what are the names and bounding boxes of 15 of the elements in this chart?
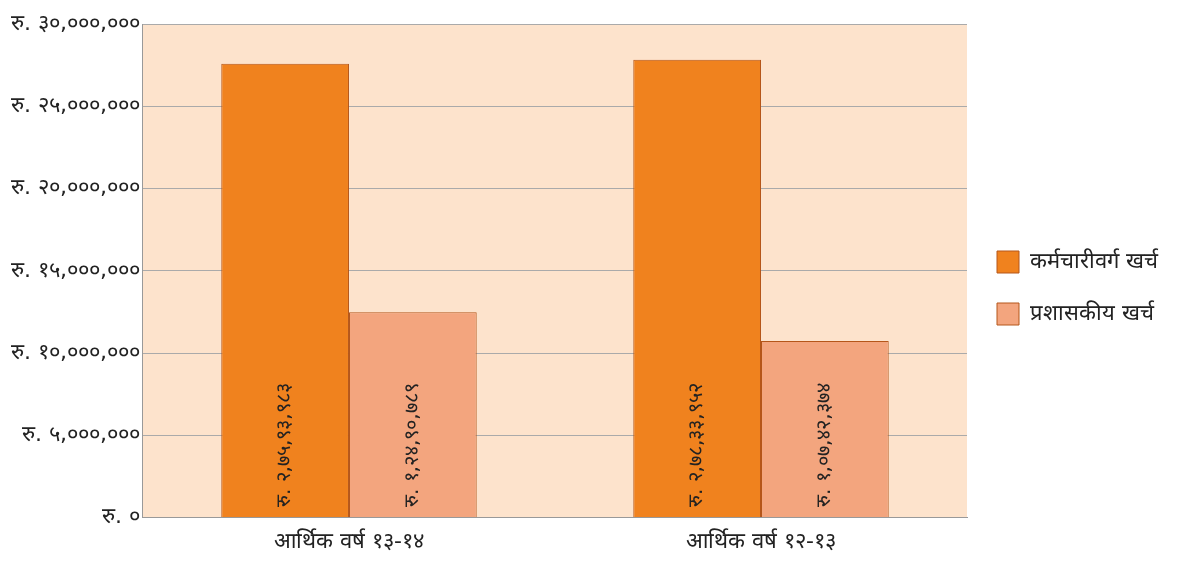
y-tick-label: रु. ५,०००,००० (21, 421, 140, 447)
y-tick-label: रु. ० (101, 503, 140, 529)
data-label: रु. २,७८,३३,९५२ (683, 383, 708, 508)
y-tick-label: रु. २०,०००,००० (10, 174, 140, 200)
y-tick-label: रु. ३०,०००,००० (10, 9, 140, 35)
data-label: रु. २,७५,९३,९८३ (271, 383, 296, 508)
y-tick-label: रु. १५,०००,००० (10, 256, 140, 282)
legend-label: कर्मचारीवर्ग खर्च (1030, 247, 1159, 273)
data-label: रु. १,०७,४२,३७४ (811, 383, 836, 508)
x-tick-label: आर्थिक वर्ष १२-१३ (686, 527, 836, 553)
y-tick-label: रु. १०,०००,००० (10, 338, 140, 364)
legend-label: प्रशासकीय खर्च (1030, 299, 1155, 325)
x-tick-label: आर्थिक वर्ष १३-१४ (274, 527, 424, 553)
y-tick-label: रु. २५,०००,००० (10, 92, 140, 118)
data-label: रु. १,२४,९०,७८९ (399, 383, 424, 508)
